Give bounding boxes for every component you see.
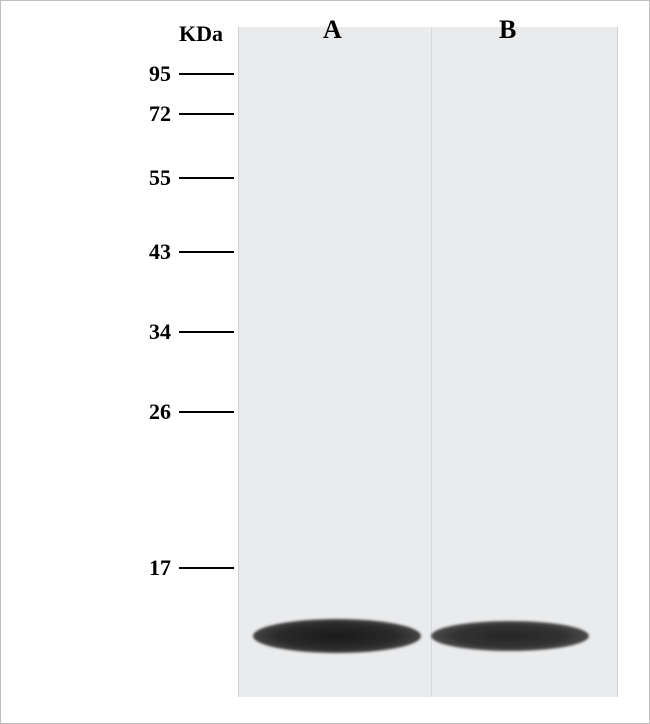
mw-label-55: 55 — [131, 165, 171, 191]
mw-tick-34 — [179, 331, 234, 333]
mw-label-95: 95 — [131, 61, 171, 87]
mw-label-17: 17 — [131, 555, 171, 581]
mw-tick-55 — [179, 177, 234, 179]
mw-tick-95 — [179, 73, 234, 75]
lane-label-A: A — [323, 15, 342, 45]
blot-figure: KDa A B 95 72 55 43 34 26 17 — [0, 0, 650, 724]
mw-label-34: 34 — [131, 319, 171, 345]
mw-label-26: 26 — [131, 399, 171, 425]
mw-tick-43 — [179, 251, 234, 253]
mw-tick-17 — [179, 567, 234, 569]
mw-label-43: 43 — [131, 239, 171, 265]
band-lane-B — [431, 621, 589, 651]
lane-separator — [431, 27, 432, 697]
band-lane-A — [253, 619, 421, 653]
mw-tick-72 — [179, 113, 234, 115]
mw-tick-26 — [179, 411, 234, 413]
blot-membrane — [238, 27, 618, 697]
lane-label-B: B — [499, 15, 516, 45]
mw-label-72: 72 — [131, 101, 171, 127]
units-label: KDa — [179, 21, 223, 47]
